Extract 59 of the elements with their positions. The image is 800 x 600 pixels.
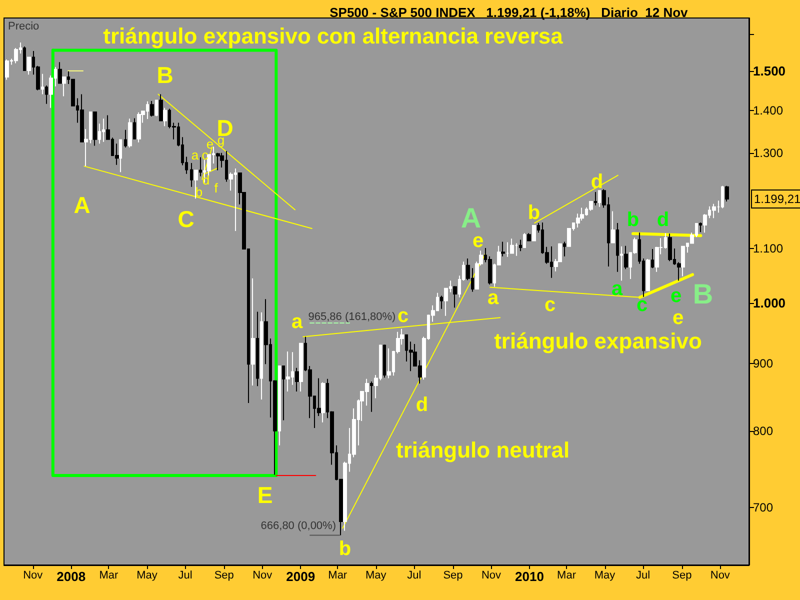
y-tick-label: 1.100 [753,241,784,256]
x-tick-label: Sep [672,570,692,582]
annotation: a [291,311,304,333]
annotation: C [178,206,194,232]
annotation: triángulo expansivo [494,328,702,354]
x-tick-label: Jul [636,570,650,582]
x-tick-label: 2008 [56,569,86,584]
x-tick-label: Mar [328,570,348,582]
annotation: b [626,209,640,231]
annotation: b [528,202,540,224]
annotation: 965,86 (161,80%) [308,311,396,323]
y-tick-label: 1.500 [753,63,786,78]
y-axis-title: Precio [8,20,40,32]
annotation: e [670,285,682,307]
annotation: c [202,148,209,162]
x-tick-label: Sep [214,570,234,582]
x-tick-label: Nov [23,570,44,582]
x-tick-label: Nov [481,570,502,582]
chart-title: SP500 - S&P 500 INDEX 1.199,21 (-1,18%) Diario 12 Nov [330,5,689,20]
x-tick-label: Nov [710,570,730,582]
x-tick-label: Mar [99,570,119,582]
text: 1.199,21 [754,192,800,206]
annotation: a [611,278,624,300]
x-tick-label: 2010 [515,569,544,584]
x-tick-label: Mar [557,570,576,582]
y-tick-label: 900 [753,356,774,370]
y-tick-label: 1.400 [753,103,784,118]
x-tick-label: May [136,570,158,582]
annotation: b [195,184,203,200]
x-tick-label: May [594,570,616,582]
y-tick-label: 1.000 [753,296,786,311]
annotation: A [74,192,90,218]
annotation: b [338,538,352,560]
annotation: c [636,294,648,316]
annotation: triángulo neutral [396,438,570,462]
x-tick-label: Jul [178,570,192,582]
x-tick-label: Nov [252,570,273,582]
annotation: 666,80 (0,00%) [260,520,336,532]
x-tick-label: 2009 [286,569,316,584]
x-tick-label: Jul [407,570,422,582]
annotation: a [191,148,200,162]
annotation: B [156,62,174,88]
x-tick-label: Sep [443,570,463,582]
annotation: e [672,307,684,329]
annotation: d [656,209,670,231]
y-tick-label: 1.300 [753,146,784,160]
annotation: d [416,394,428,416]
annotation: d [590,171,604,193]
x-tick-label: May [365,570,387,582]
y-tick-label: 700 [753,500,774,514]
annotation: c [544,294,556,316]
annotation: B [692,278,714,310]
annotation: f [214,180,218,196]
annotation: d [202,172,210,188]
y-tick-label: 800 [753,424,774,438]
annotation: c [397,305,409,327]
annotation: triángulo expansivo con alternancia reversa [103,24,564,48]
annotation: a [487,287,500,309]
annotation: E [257,482,273,508]
